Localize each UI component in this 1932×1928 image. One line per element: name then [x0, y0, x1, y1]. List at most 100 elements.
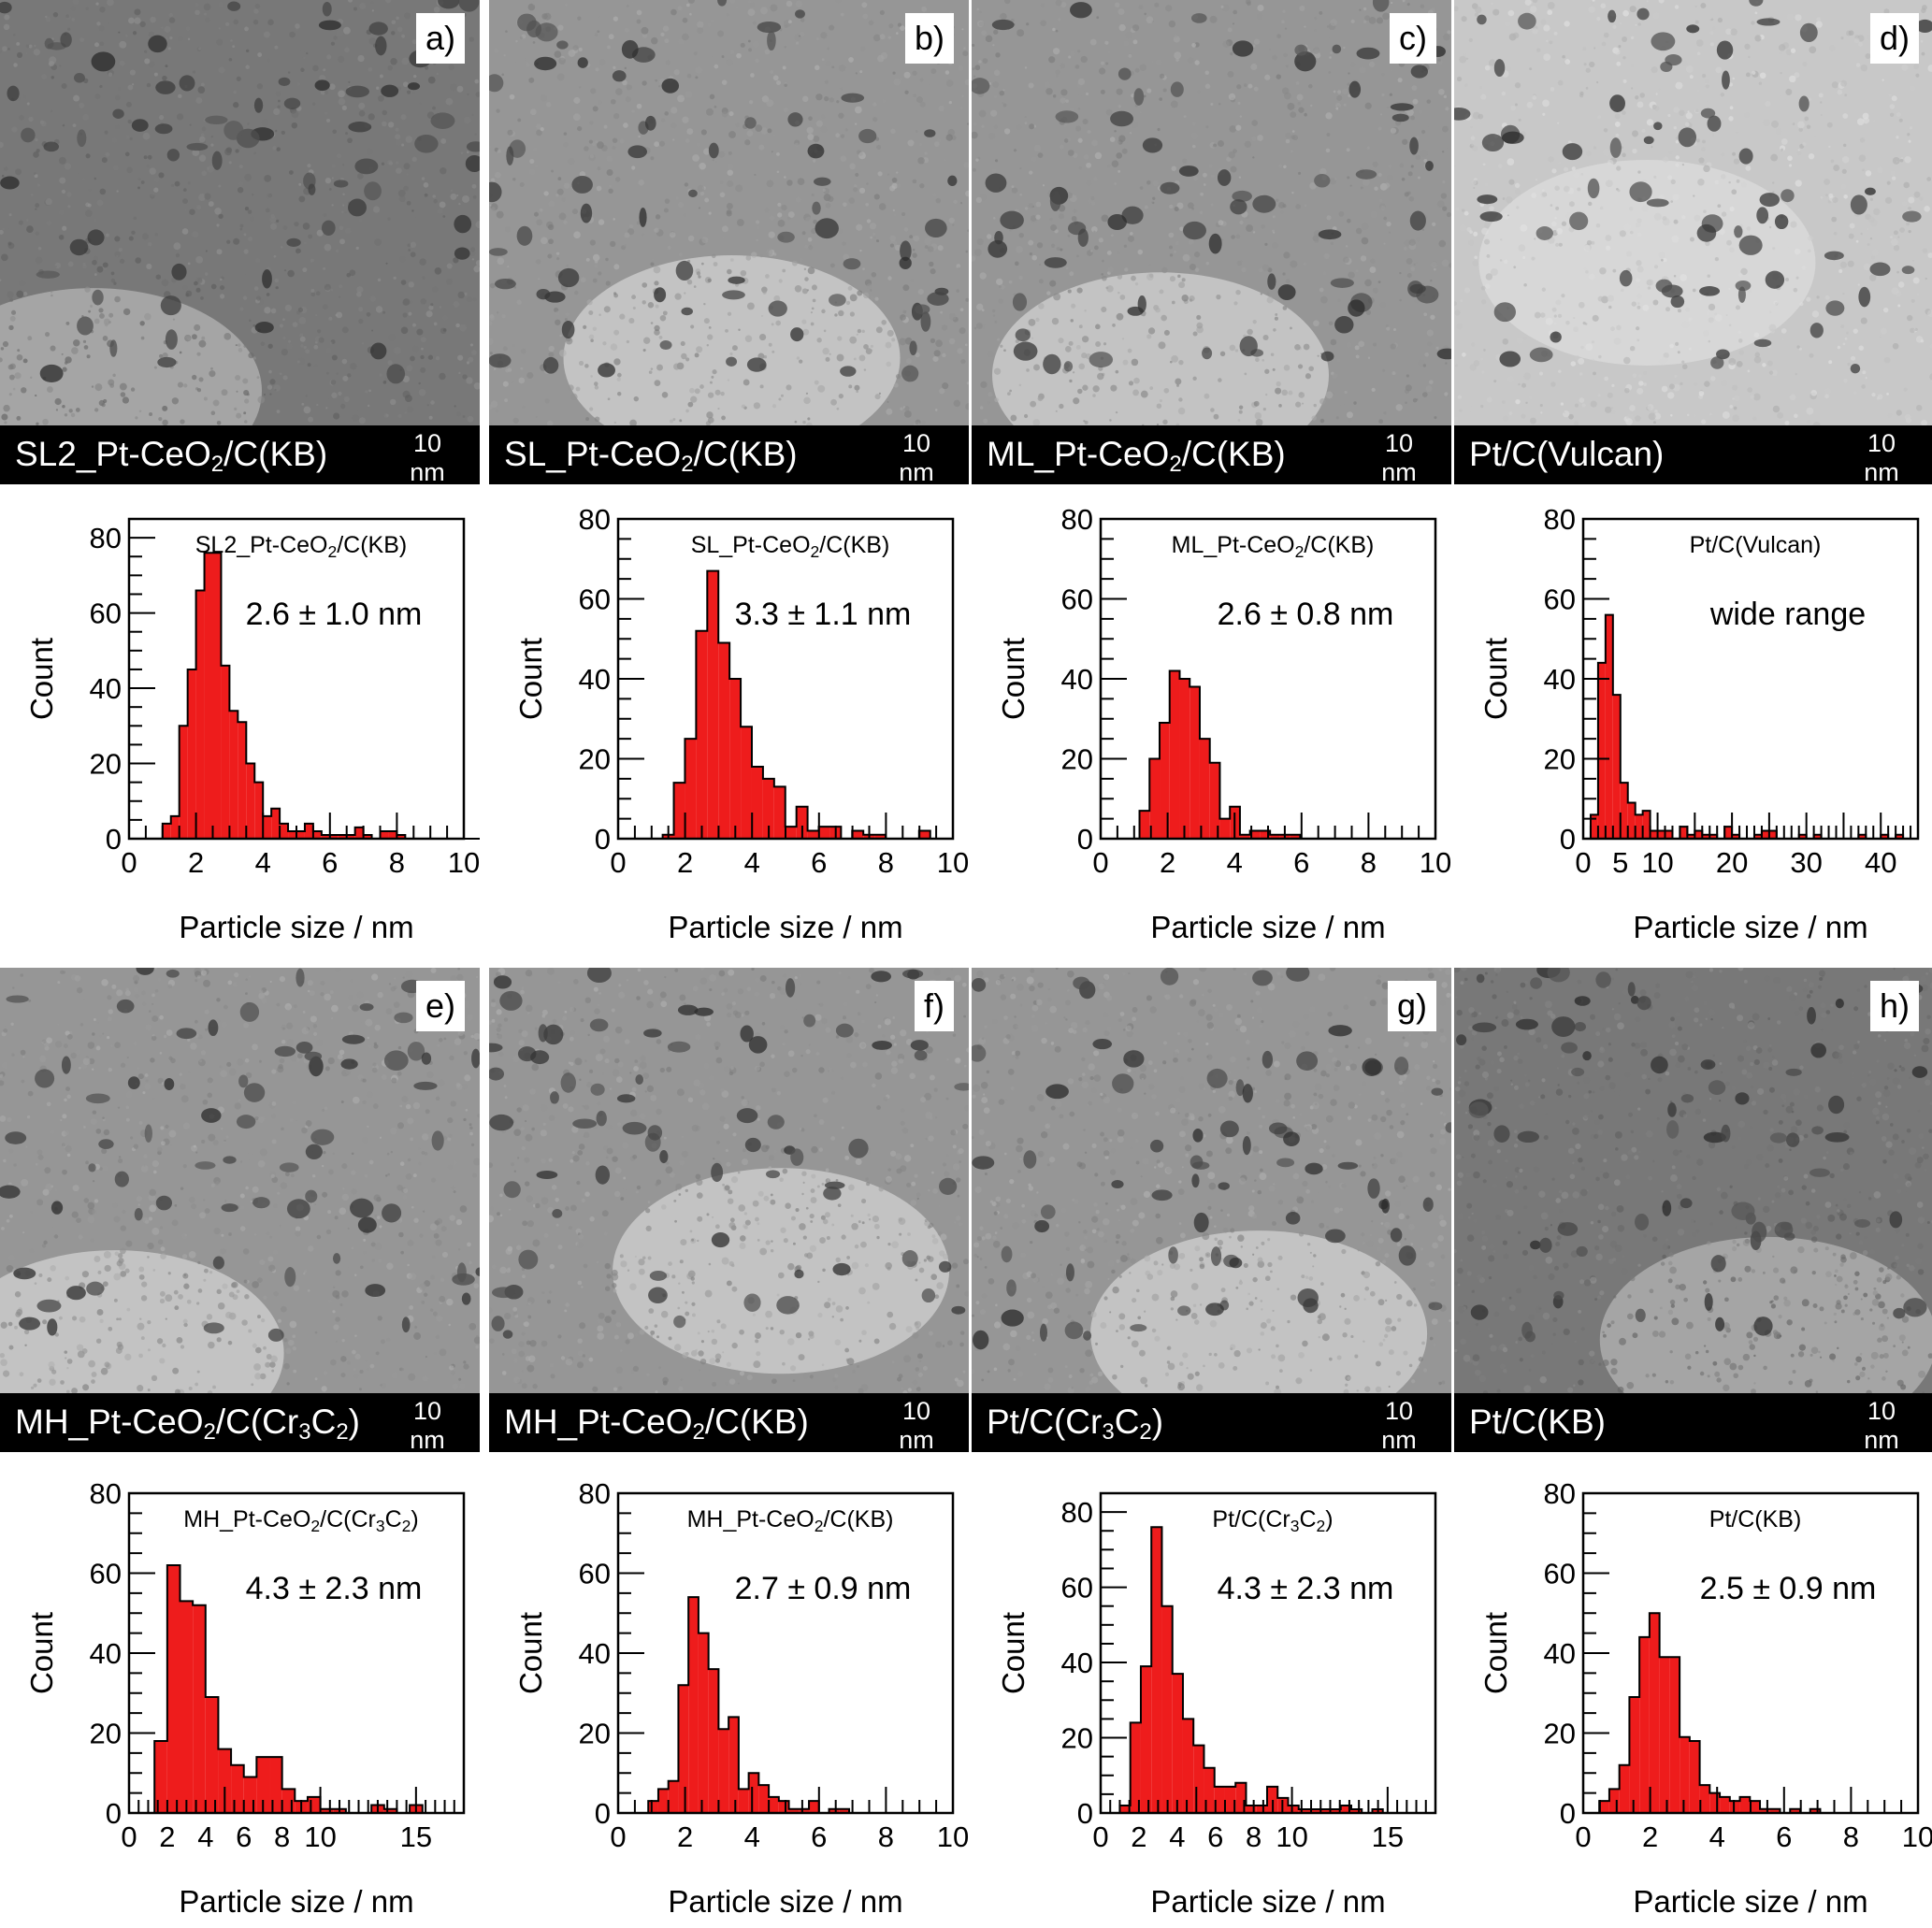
- texture-grain: [1861, 65, 1867, 71]
- texture-grain: [83, 340, 86, 343]
- texture-grain: [1782, 338, 1784, 340]
- texture-grain: [1550, 204, 1553, 207]
- texture-grain: [213, 1140, 219, 1145]
- texture-grain: [434, 322, 438, 325]
- text-segment: ML_Pt-CeO: [987, 435, 1169, 473]
- texture-grain: [597, 186, 602, 192]
- texture-grain: [1687, 414, 1689, 416]
- texture-grain: [1787, 155, 1793, 161]
- texture-grain: [122, 1210, 125, 1214]
- texture-grain: [846, 301, 850, 305]
- texture-grain: [1264, 75, 1270, 80]
- texture-grain: [387, 1078, 392, 1083]
- texture-grain: [1554, 32, 1558, 36]
- texture-grain: [3, 405, 9, 411]
- texture-grain: [1084, 154, 1089, 160]
- texture-grain: [208, 1077, 213, 1083]
- texture-grain: [699, 384, 704, 389]
- nanoparticle: [240, 1002, 259, 1022]
- texture-grain: [1695, 6, 1697, 7]
- nanoparticle: [1569, 212, 1588, 231]
- texture-grain: [208, 1134, 215, 1142]
- texture-grain: [304, 241, 307, 244]
- texture-grain: [945, 70, 949, 74]
- texture-grain: [872, 102, 876, 106]
- texture-grain: [62, 190, 65, 194]
- texture-grain: [106, 234, 109, 237]
- texture-grain: [845, 128, 848, 131]
- scale-bar-text: 10 nm: [394, 1397, 461, 1452]
- texture-grain: [938, 245, 944, 251]
- texture-grain: [255, 4, 260, 8]
- texture-grain: [159, 354, 163, 358]
- nanoparticle: [947, 176, 957, 186]
- texture-grain: [1049, 218, 1052, 221]
- texture-grain: [1209, 164, 1213, 167]
- texture-grain: [125, 35, 128, 37]
- texture-grain: [994, 125, 998, 129]
- texture-grain: [857, 334, 858, 336]
- texture-grain: [442, 1252, 448, 1258]
- texture-grain: [26, 45, 30, 49]
- vacuum-region: [613, 1168, 949, 1374]
- texture-grain: [1878, 394, 1883, 399]
- texture-grain: [773, 134, 775, 136]
- texture-grain: [1905, 414, 1911, 421]
- texture-grain: [1554, 323, 1557, 325]
- texture-grain: [641, 1167, 646, 1173]
- texture-grain: [155, 989, 159, 993]
- texture-grain: [153, 188, 158, 193]
- nanoparticle: [1494, 59, 1505, 77]
- texture-grain: [1882, 79, 1884, 81]
- texture-grain: [298, 317, 306, 324]
- texture-grain: [1745, 165, 1751, 171]
- texture-grain: [117, 1342, 123, 1347]
- texture-grain: [103, 399, 107, 403]
- texture-grain: [365, 1360, 368, 1362]
- texture-grain: [160, 1299, 165, 1303]
- texture-grain: [298, 183, 301, 186]
- texture-grain: [1336, 416, 1339, 419]
- texture-grain: [97, 266, 104, 273]
- texture-grain: [1584, 63, 1587, 65]
- texture-grain: [1205, 125, 1208, 128]
- texture-grain: [1652, 300, 1658, 306]
- nanoparticle: [1171, 81, 1184, 96]
- texture-grain: [658, 85, 660, 87]
- texture-grain: [1523, 283, 1527, 287]
- texture-grain: [439, 1296, 445, 1302]
- texture-grain: [147, 83, 151, 87]
- texture-grain: [83, 1126, 86, 1129]
- panel-letter: d): [1870, 13, 1919, 64]
- texture-grain: [826, 203, 831, 209]
- texture-grain: [350, 979, 353, 983]
- texture-grain: [1094, 246, 1099, 251]
- texture-grain: [297, 82, 300, 85]
- texture-grain: [1709, 413, 1712, 416]
- texture-grain: [491, 207, 496, 211]
- texture-grain: [1521, 383, 1526, 388]
- texture-grain: [471, 1144, 474, 1146]
- texture-grain: [795, 421, 798, 424]
- nanoparticle: [319, 21, 341, 31]
- texture-grain: [82, 178, 86, 181]
- texture-grain: [253, 356, 256, 359]
- texture-grain: [387, 1173, 390, 1176]
- texture-grain: [387, 160, 392, 165]
- texture-grain: [536, 416, 538, 418]
- texture-grain: [961, 95, 963, 97]
- texture-grain: [56, 409, 58, 410]
- texture-grain: [180, 1345, 184, 1348]
- texture-grain: [722, 237, 724, 238]
- texture-grain: [1161, 315, 1167, 322]
- texture-grain: [496, 108, 499, 112]
- texture-grain: [411, 209, 413, 211]
- texture-grain: [273, 1203, 278, 1208]
- texture-grain: [1575, 404, 1579, 408]
- texture-grain: [855, 123, 857, 125]
- texture-grain: [1117, 313, 1124, 321]
- texture-grain: [22, 1056, 24, 1058]
- texture-grain: [802, 96, 809, 103]
- texture-grain: [617, 373, 622, 378]
- texture-grain: [1615, 122, 1621, 127]
